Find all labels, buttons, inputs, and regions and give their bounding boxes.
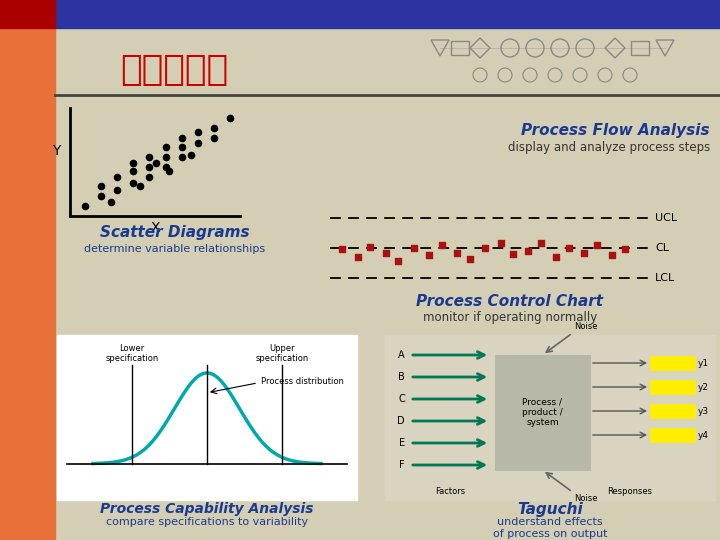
Text: CL: CL xyxy=(655,243,669,253)
Text: Noise: Noise xyxy=(575,494,598,503)
Text: display and analyze process steps: display and analyze process steps xyxy=(508,141,710,154)
Text: LCL: LCL xyxy=(655,273,675,283)
Point xyxy=(160,153,171,161)
Point xyxy=(208,124,220,132)
Point xyxy=(392,257,404,266)
Bar xyxy=(55,0,720,28)
Text: F: F xyxy=(400,460,405,470)
Text: Process Capability Analysis: Process Capability Analysis xyxy=(100,502,314,516)
Text: Process /
product /
system: Process / product / system xyxy=(522,397,563,427)
Bar xyxy=(650,380,695,394)
Text: B: B xyxy=(398,372,405,382)
Point xyxy=(144,163,156,171)
Point xyxy=(160,163,171,171)
Point xyxy=(451,248,463,257)
Point xyxy=(618,245,630,253)
Point xyxy=(112,172,123,181)
Point xyxy=(380,248,392,257)
Text: Responses: Responses xyxy=(608,488,652,496)
Bar xyxy=(451,41,469,55)
Text: Scatter Diagrams: Scatter Diagrams xyxy=(100,226,250,240)
Point xyxy=(134,182,145,191)
Point xyxy=(563,244,575,252)
Point xyxy=(192,139,204,148)
Point xyxy=(192,127,204,136)
Bar xyxy=(631,41,649,55)
Text: Noise: Noise xyxy=(575,322,598,331)
Text: C: C xyxy=(398,394,405,404)
Bar xyxy=(650,356,695,370)
Point xyxy=(436,241,447,249)
Bar xyxy=(57,335,357,500)
Text: Y: Y xyxy=(52,144,60,158)
Text: Process distribution: Process distribution xyxy=(261,377,344,386)
Text: E: E xyxy=(399,438,405,448)
Point xyxy=(160,143,171,152)
Text: Process Control Chart: Process Control Chart xyxy=(416,294,603,309)
Point xyxy=(535,239,546,247)
Point xyxy=(127,178,139,187)
Text: D: D xyxy=(397,416,405,426)
Point xyxy=(95,182,107,191)
Bar xyxy=(495,355,590,470)
Text: determine variable relationships: determine variable relationships xyxy=(84,244,266,254)
Point xyxy=(163,166,174,175)
Text: compare specifications to variability: compare specifications to variability xyxy=(106,517,308,527)
Point xyxy=(186,151,197,159)
Point xyxy=(176,133,187,142)
Point xyxy=(150,159,162,167)
Point xyxy=(127,159,139,167)
Point xyxy=(495,239,506,247)
Point xyxy=(79,201,91,210)
Point xyxy=(144,153,156,161)
Point xyxy=(507,249,518,258)
Point xyxy=(105,198,117,206)
Text: Upper
specification: Upper specification xyxy=(256,343,309,363)
Point xyxy=(480,244,491,252)
Point xyxy=(591,241,603,249)
Point xyxy=(578,248,590,257)
Point xyxy=(408,244,420,252)
Text: y4: y4 xyxy=(698,430,709,440)
Text: Lower
specification: Lower specification xyxy=(105,343,158,363)
Point xyxy=(523,247,534,255)
Text: y1: y1 xyxy=(698,359,709,368)
Point xyxy=(464,254,475,263)
Point xyxy=(112,186,123,195)
Text: UCL: UCL xyxy=(655,213,677,223)
Point xyxy=(208,133,220,142)
Text: Factors: Factors xyxy=(435,488,465,496)
Text: X: X xyxy=(150,221,160,235)
Text: understand effects: understand effects xyxy=(498,517,603,527)
Point xyxy=(95,192,107,200)
Point xyxy=(352,253,364,261)
Point xyxy=(364,242,376,251)
Point xyxy=(127,166,139,175)
Point xyxy=(176,153,187,161)
Point xyxy=(176,143,187,152)
Bar xyxy=(0,0,55,540)
Text: 품질도구들: 품질도구들 xyxy=(120,53,228,87)
Point xyxy=(144,172,156,181)
Text: Process Flow Analysis: Process Flow Analysis xyxy=(521,123,710,138)
Text: Taguchi: Taguchi xyxy=(517,502,583,517)
Text: y3: y3 xyxy=(698,407,709,415)
Bar xyxy=(650,404,695,418)
Text: y2: y2 xyxy=(698,382,709,392)
Text: monitor if operating normally: monitor if operating normally xyxy=(423,312,597,325)
Point xyxy=(224,114,235,123)
Point xyxy=(551,253,562,261)
Bar xyxy=(0,0,55,28)
Text: A: A xyxy=(398,350,405,360)
Point xyxy=(606,251,618,260)
Bar xyxy=(385,335,715,500)
Point xyxy=(337,245,348,253)
Point xyxy=(423,251,435,260)
Bar xyxy=(650,428,695,442)
Text: of process on output: of process on output xyxy=(492,529,607,539)
